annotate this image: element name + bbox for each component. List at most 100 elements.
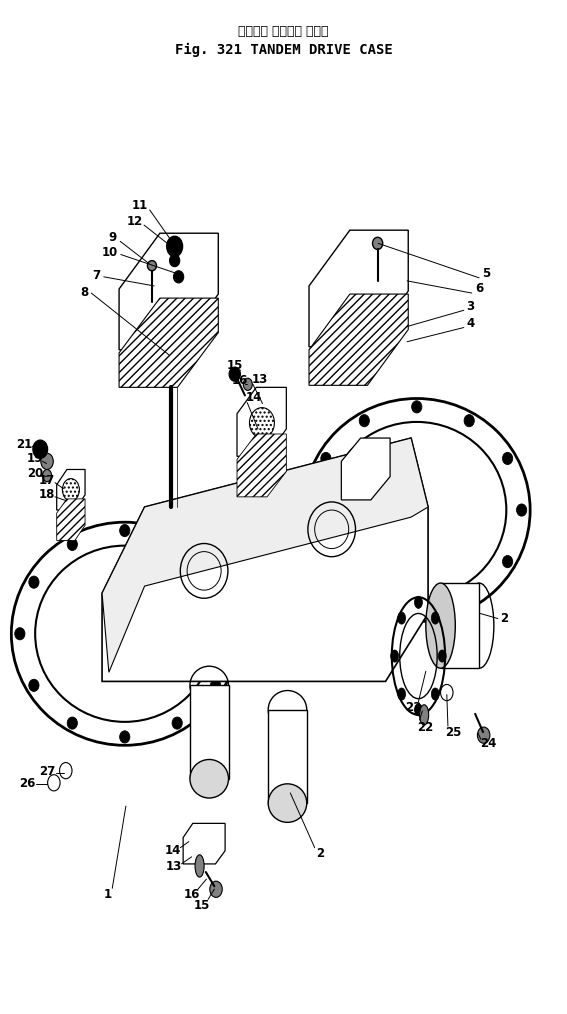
Text: 6: 6 <box>475 283 483 295</box>
Text: 17: 17 <box>39 475 54 487</box>
Ellipse shape <box>195 855 204 877</box>
Text: 21: 21 <box>16 438 32 450</box>
Ellipse shape <box>438 650 446 662</box>
Ellipse shape <box>33 440 48 458</box>
Ellipse shape <box>414 596 422 608</box>
Text: 14: 14 <box>246 391 262 404</box>
Text: 2: 2 <box>316 848 324 860</box>
Polygon shape <box>237 434 286 497</box>
Text: 8: 8 <box>80 286 88 298</box>
Ellipse shape <box>210 679 221 692</box>
Ellipse shape <box>210 881 222 897</box>
Text: 24: 24 <box>481 737 497 749</box>
Ellipse shape <box>321 452 331 464</box>
Text: 25: 25 <box>446 726 462 738</box>
Polygon shape <box>57 499 85 540</box>
Ellipse shape <box>359 593 369 605</box>
Text: 12: 12 <box>126 215 142 227</box>
Ellipse shape <box>502 556 513 568</box>
Ellipse shape <box>210 576 221 588</box>
Polygon shape <box>237 387 286 456</box>
Text: タンデム ドライブ ケース: タンデム ドライブ ケース <box>238 25 329 39</box>
Ellipse shape <box>172 717 183 729</box>
Ellipse shape <box>62 479 79 501</box>
Text: 7: 7 <box>92 270 100 282</box>
Text: 11: 11 <box>132 200 148 212</box>
Ellipse shape <box>170 255 180 267</box>
Ellipse shape <box>420 705 429 725</box>
Ellipse shape <box>29 679 39 692</box>
Ellipse shape <box>174 271 184 283</box>
Ellipse shape <box>412 607 422 620</box>
Text: 10: 10 <box>102 246 118 259</box>
Polygon shape <box>183 823 225 864</box>
Ellipse shape <box>502 452 513 464</box>
Text: 9: 9 <box>108 231 116 243</box>
Ellipse shape <box>67 538 78 551</box>
Ellipse shape <box>29 576 39 588</box>
Text: Fig. 321 TANDEM DRIVE CASE: Fig. 321 TANDEM DRIVE CASE <box>175 43 392 57</box>
Text: 2: 2 <box>501 612 509 625</box>
Ellipse shape <box>225 628 235 640</box>
Ellipse shape <box>307 504 317 516</box>
Bar <box>441 583 479 668</box>
Ellipse shape <box>243 378 252 390</box>
Ellipse shape <box>414 704 422 716</box>
Ellipse shape <box>67 717 77 729</box>
Ellipse shape <box>120 524 130 536</box>
Polygon shape <box>57 469 85 510</box>
Text: 15: 15 <box>227 359 243 371</box>
Text: 20: 20 <box>27 467 43 480</box>
Ellipse shape <box>147 261 156 271</box>
Ellipse shape <box>426 583 455 668</box>
Polygon shape <box>341 438 390 500</box>
Ellipse shape <box>167 236 183 257</box>
Text: 13: 13 <box>252 373 268 385</box>
Ellipse shape <box>172 538 183 551</box>
Text: 15: 15 <box>194 899 210 912</box>
Polygon shape <box>102 438 428 672</box>
Ellipse shape <box>477 727 490 743</box>
Ellipse shape <box>249 408 274 438</box>
Ellipse shape <box>391 650 399 662</box>
Ellipse shape <box>229 367 240 381</box>
Ellipse shape <box>190 759 229 798</box>
Ellipse shape <box>431 612 439 625</box>
Bar <box>190 685 229 779</box>
Text: 22: 22 <box>417 721 433 733</box>
Ellipse shape <box>43 469 52 482</box>
Text: 26: 26 <box>19 778 35 790</box>
Text: 13: 13 <box>166 861 182 873</box>
Ellipse shape <box>412 401 422 413</box>
Ellipse shape <box>268 784 307 822</box>
Text: 23: 23 <box>405 702 421 714</box>
Ellipse shape <box>517 504 527 516</box>
Polygon shape <box>119 233 218 350</box>
Polygon shape <box>102 438 428 681</box>
Text: 16: 16 <box>232 374 248 386</box>
Polygon shape <box>309 230 408 347</box>
Ellipse shape <box>359 415 370 427</box>
Bar <box>268 710 307 803</box>
Text: 19: 19 <box>27 452 43 464</box>
Text: 14: 14 <box>165 845 181 857</box>
Ellipse shape <box>41 453 53 469</box>
Text: 27: 27 <box>39 766 55 778</box>
Text: 4: 4 <box>467 317 475 330</box>
Text: 1: 1 <box>104 888 112 900</box>
Text: 5: 5 <box>483 268 490 280</box>
Ellipse shape <box>321 556 331 568</box>
Ellipse shape <box>120 731 130 743</box>
Ellipse shape <box>397 612 405 625</box>
Text: 3: 3 <box>467 300 475 312</box>
Text: 18: 18 <box>39 489 54 501</box>
Ellipse shape <box>373 237 383 249</box>
Ellipse shape <box>464 593 474 605</box>
Ellipse shape <box>15 628 25 640</box>
Polygon shape <box>119 298 218 387</box>
Polygon shape <box>309 294 408 385</box>
Text: 16: 16 <box>184 888 200 900</box>
Ellipse shape <box>397 687 405 700</box>
Ellipse shape <box>431 687 439 700</box>
Ellipse shape <box>464 415 474 427</box>
